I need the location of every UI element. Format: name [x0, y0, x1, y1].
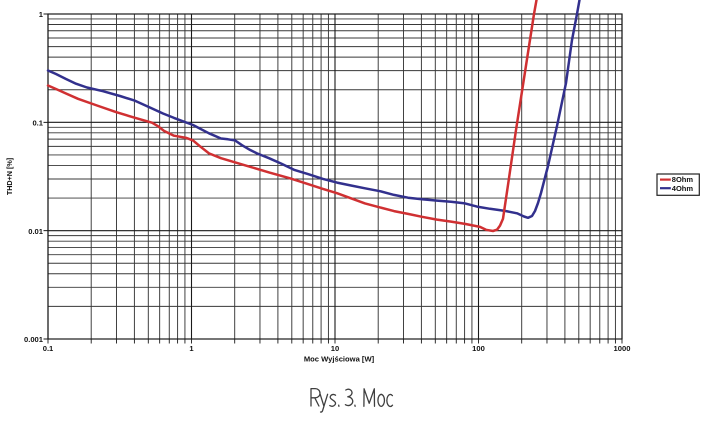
svg-text:0.1: 0.1	[43, 344, 54, 353]
svg-text:0.001: 0.001	[24, 335, 44, 344]
svg-text:8Ohm: 8Ohm	[672, 175, 694, 184]
svg-text:1000: 1000	[614, 344, 631, 353]
svg-text:THD+N [%]: THD+N [%]	[5, 158, 14, 195]
svg-text:1: 1	[189, 344, 194, 353]
svg-text:0.1: 0.1	[32, 119, 43, 128]
svg-text:0.01: 0.01	[28, 227, 44, 236]
svg-text:Moc Wyjściowa [W]: Moc Wyjściowa [W]	[304, 355, 375, 364]
svg-text:10: 10	[331, 344, 339, 353]
svg-text:4Ohm: 4Ohm	[672, 184, 694, 193]
svg-text:1: 1	[39, 10, 44, 19]
svg-text:100: 100	[472, 344, 485, 353]
